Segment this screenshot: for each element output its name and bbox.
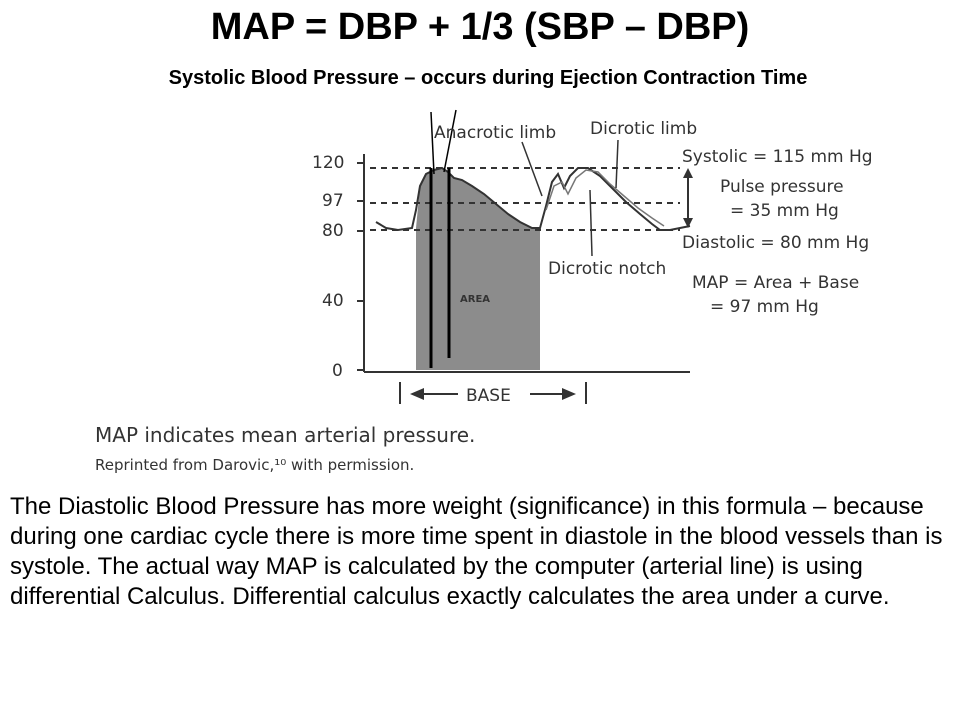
map-label-line2: = 97 mm Hg [710, 297, 819, 317]
anacrotic-limb-pointer [521, 141, 543, 197]
map-waveform-diagram: 120 97 80 40 0 AREA Anacrotic limb Dicro [312, 109, 873, 406]
y-tick-40: 40 [322, 291, 344, 311]
map-label-line1: MAP = Area + Base [692, 273, 859, 293]
systolic-label: Systolic = 115 mm Hg [682, 147, 873, 167]
pulse-pressure-label-line1: Pulse pressure [720, 177, 844, 197]
pulse-pressure-arrowhead-up [683, 168, 693, 178]
anacrotic-limb-label: Anacrotic limb [434, 123, 556, 143]
pressure-waveform-secondary [545, 169, 665, 227]
pulse-pressure-label-line2: = 35 mm Hg [730, 201, 839, 221]
marker-lead-left [430, 111, 435, 175]
slide-subtitle: Systolic Blood Pressure – occurs during … [168, 67, 808, 89]
base-left-arrowhead [410, 388, 424, 400]
area-label: AREA [460, 294, 490, 305]
y-tick-0: 0 [332, 361, 343, 381]
map-waveform-figure: 120 97 80 40 0 AREA Anacrotic limb Dicro [80, 106, 880, 486]
pulse-pressure-arrowhead-down [683, 218, 693, 228]
slide-title: MAP = DBP + 1/3 (SBP – DBP) [210, 6, 750, 48]
marker-lead-right [443, 109, 457, 173]
explanation-paragraph: The Diastolic Blood Pressure has more we… [10, 493, 943, 610]
area-under-curve [416, 168, 540, 370]
pressure-waveform [375, 166, 691, 232]
y-tick-120: 120 [312, 153, 344, 173]
figure-caption: MAP indicates mean arterial pressure. [95, 423, 476, 447]
y-tick-97: 97 [322, 191, 344, 211]
y-tick-80: 80 [322, 221, 344, 241]
base-label: BASE [466, 386, 511, 406]
figure-credit: Reprinted from Darovic,¹⁰ with permissio… [95, 456, 415, 474]
dicrotic-limb-label: Dicrotic limb [590, 119, 697, 139]
dicrotic-notch-pointer [589, 189, 593, 257]
base-right-arrowhead [562, 388, 576, 400]
dicrotic-limb-pointer [615, 139, 619, 189]
diastolic-label: Diastolic = 80 mm Hg [682, 233, 869, 253]
dicrotic-notch-label: Dicrotic notch [548, 259, 666, 279]
